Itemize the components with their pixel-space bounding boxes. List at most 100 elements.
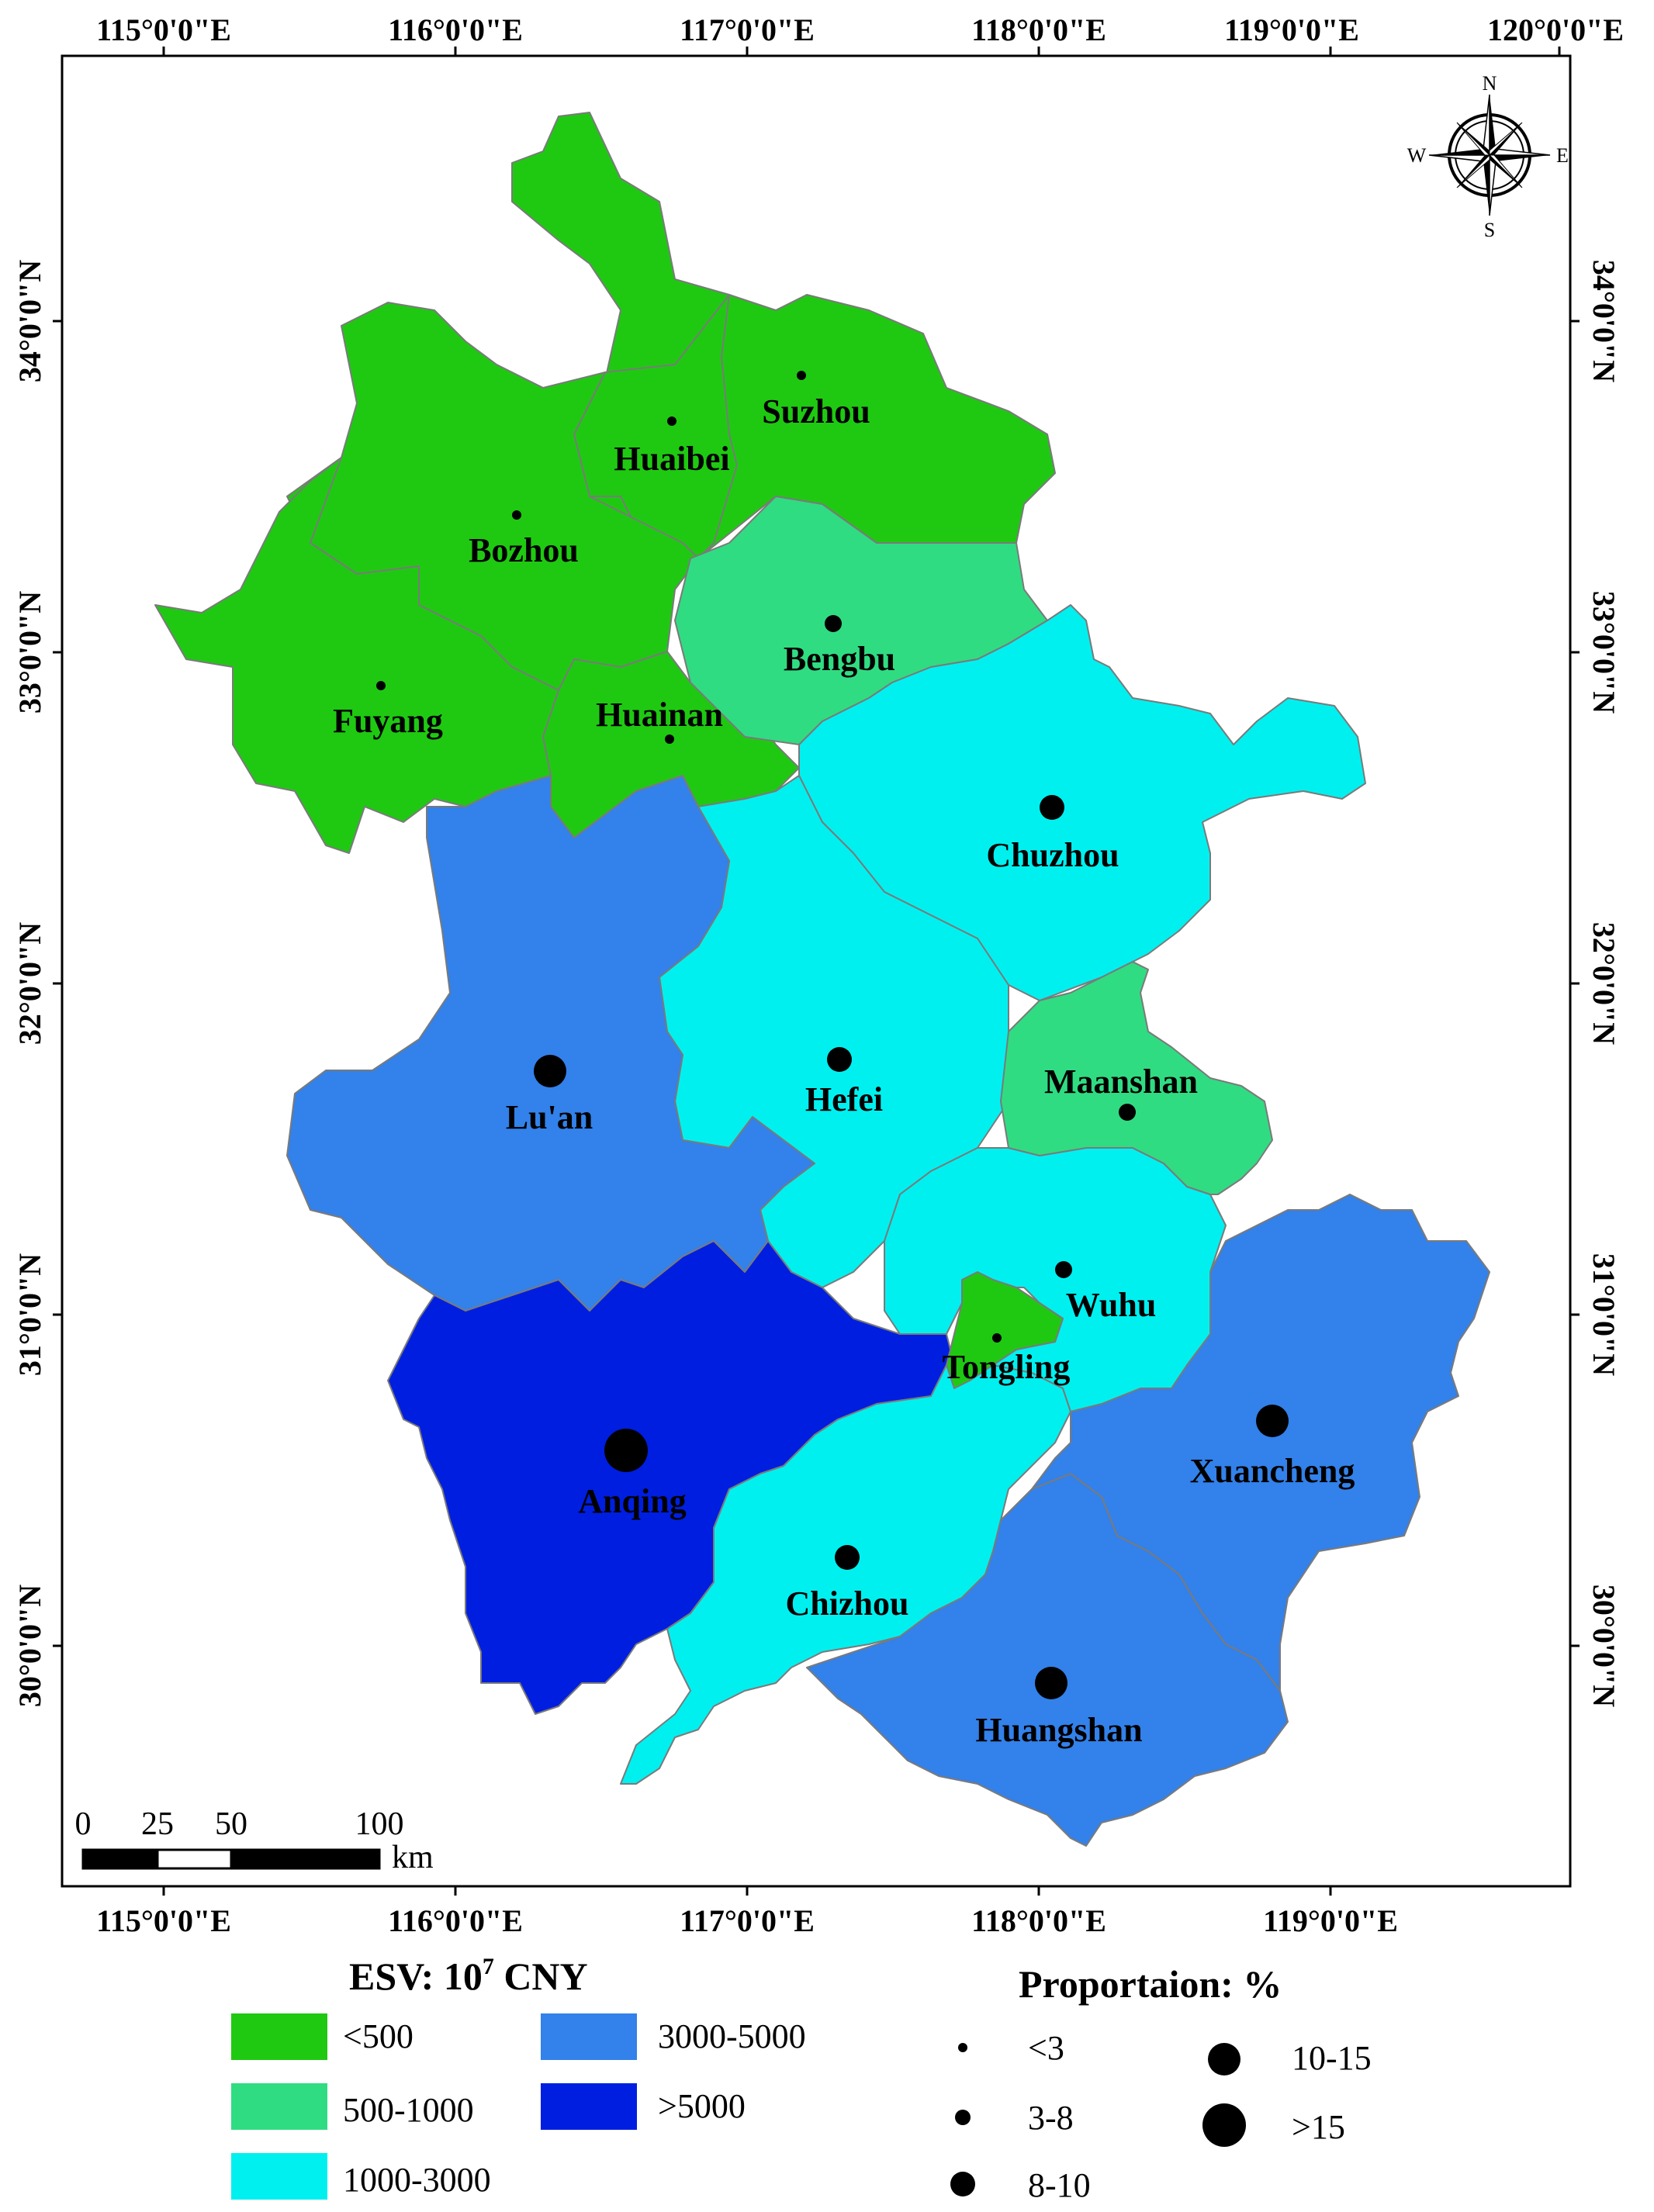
dot-tongling <box>992 1333 1002 1343</box>
lon-label-117-bottom: 117°0'0"E <box>680 1903 815 1938</box>
lon-label-116-top: 116°0'0"E <box>388 12 523 47</box>
legend-prop-lt3: <3 <box>1028 2029 1064 2067</box>
region-chizhou <box>620 1364 1071 1785</box>
label-wuhu: Wuhu <box>1066 1286 1157 1324</box>
scale-bar: 0 25 50 100 km <box>75 1806 434 1875</box>
lat-label-33-left: 33°0'0"N <box>12 591 47 714</box>
dot-xuancheng <box>1256 1405 1289 1437</box>
legend-dot-10-15 <box>1208 2043 1240 2075</box>
dot-chuzhou <box>1040 795 1064 820</box>
label-tongling: Tongling <box>943 1348 1071 1386</box>
dot-fuyang <box>376 681 386 690</box>
city-labels: Suzhou Huaibei Bozhou Fuyang Huainan Ben… <box>333 392 1355 1749</box>
scale-tick-25: 25 <box>141 1806 174 1842</box>
label-huaibei: Huaibei <box>614 440 729 478</box>
dot-luan <box>534 1055 566 1087</box>
dot-wuhu <box>1055 1261 1072 1278</box>
compass-w: W <box>1407 144 1427 167</box>
label-chizhou: Chizhou <box>786 1585 909 1623</box>
legend-esv-title: ESV: 107 CNY <box>349 1954 588 1998</box>
legend-label-3000-5000: 3000-5000 <box>658 2017 806 2055</box>
legend-dot-3-8 <box>955 2110 971 2125</box>
legend-swatch-lt500 <box>231 2013 327 2060</box>
label-xuancheng: Xuancheng <box>1190 1452 1355 1490</box>
lat-label-32-right: 32°0'0"N <box>1587 922 1621 1045</box>
label-fuyang: Fuyang <box>333 702 443 740</box>
legend-label-lt500: <500 <box>343 2017 414 2055</box>
lon-label-117-top: 117°0'0"E <box>680 12 815 47</box>
region-luan <box>286 775 815 1312</box>
scale-tick-50: 50 <box>215 1806 247 1842</box>
legend-dot-gt15 <box>1202 2103 1246 2147</box>
legend-proportion: Proportaion: % <3 3-8 8-10 10-15 >15 <box>950 1962 1372 2204</box>
bottom-ticks <box>162 1886 1332 1896</box>
city-markers <box>376 371 1289 1699</box>
regions <box>154 112 1490 1847</box>
lon-label-118-top: 118°0'0"E <box>971 12 1106 47</box>
lon-label-115-top: 115°0'0"E <box>96 12 231 47</box>
region-tongling <box>946 1271 1064 1389</box>
lon-label-115-bottom: 115°0'0"E <box>96 1903 231 1938</box>
bottom-graticule-labels: 115°0'0"E 116°0'0"E 117°0'0"E 118°0'0"E … <box>96 1903 1398 1938</box>
legend-label-500-1000: 500-1000 <box>343 2091 474 2129</box>
region-chuzhou <box>798 604 1366 1001</box>
legend-prop-3-8: 3-8 <box>1028 2099 1074 2137</box>
left-graticule-labels: 34°0'0"N 33°0'0"N 32°0'0"N 31°0'0"N 30°0… <box>12 260 47 1707</box>
dot-anqing <box>604 1429 648 1472</box>
dot-bengbu <box>825 615 842 632</box>
lon-label-118-bottom: 118°0'0"E <box>971 1903 1106 1938</box>
scale-unit: km <box>392 1840 434 1875</box>
legend-label-1000-3000: 1000-3000 <box>343 2161 491 2199</box>
lat-label-30-left: 30°0'0"N <box>12 1585 47 1707</box>
top-graticule-labels: 115°0'0"E 116°0'0"E 117°0'0"E 118°0'0"E … <box>96 12 1624 47</box>
legend-swatch-3000-5000 <box>541 2013 637 2060</box>
lat-label-34-left: 34°0'0"N <box>12 260 47 382</box>
dot-huangshan <box>1035 1667 1067 1699</box>
label-hefei: Hefei <box>805 1080 883 1118</box>
legend-prop-gt15: >15 <box>1292 2108 1345 2146</box>
lat-label-32-left: 32°0'0"N <box>12 922 47 1045</box>
lon-label-116-bottom: 116°0'0"E <box>388 1903 523 1938</box>
lon-label-119-top: 119°0'0"E <box>1224 12 1359 47</box>
dot-bozhou <box>512 510 521 520</box>
legend-prop-10-15: 10-15 <box>1292 2039 1372 2077</box>
legend-prop-8-10: 8-10 <box>1028 2166 1091 2204</box>
region-xuancheng <box>1031 1194 1490 1692</box>
right-graticule-labels: 34°0'0"N 33°0'0"N 32°0'0"N 31°0'0"N 30°0… <box>1587 260 1621 1707</box>
north-arrow-icon: N S E W <box>1407 72 1569 241</box>
legend-swatch-gt5000 <box>541 2083 637 2130</box>
dot-suzhou <box>797 371 806 380</box>
label-anqing: Anqing <box>578 1482 686 1520</box>
lat-label-34-right: 34°0'0"N <box>1587 260 1621 382</box>
lat-label-33-right: 33°0'0"N <box>1587 591 1621 714</box>
lon-label-119-bottom: 119°0'0"E <box>1263 1903 1398 1938</box>
legend-label-gt5000: >5000 <box>658 2087 746 2125</box>
label-maanshan: Maanshan <box>1044 1063 1198 1101</box>
compass-e: E <box>1556 144 1569 167</box>
legend-swatch-1000-3000 <box>231 2153 327 2200</box>
label-chuzhou: Chuzhou <box>986 836 1119 874</box>
legend-esv: ESV: 107 CNY <500 500-1000 1000-3000 300… <box>231 1954 806 2200</box>
legend-prop-title: Proportaion: % <box>1019 1962 1282 2006</box>
legend-swatch-500-1000 <box>231 2083 327 2130</box>
region-huaibei <box>573 294 738 559</box>
side-ticks <box>53 320 1580 1647</box>
lon-label-120-top: 120°0'0"E <box>1487 12 1624 47</box>
dot-huaibei <box>667 416 676 426</box>
region-maanshan <box>1000 961 1273 1195</box>
label-huangshan: Huangshan <box>975 1711 1142 1749</box>
lat-label-30-right: 30°0'0"N <box>1587 1585 1621 1707</box>
compass-n: N <box>1483 72 1497 95</box>
dot-maanshan <box>1119 1104 1136 1121</box>
dot-chizhou <box>835 1545 860 1570</box>
lat-label-31-right: 31°0'0"N <box>1587 1253 1621 1376</box>
label-huainan: Huainan <box>596 696 723 734</box>
scale-tick-0: 0 <box>75 1806 92 1842</box>
top-ticks <box>162 47 1561 56</box>
label-bengbu: Bengbu <box>784 640 895 678</box>
dot-hefei <box>827 1047 852 1072</box>
legend-dot-lt3 <box>958 2043 967 2052</box>
label-luan: Lu'an <box>506 1098 593 1136</box>
label-bozhou: Bozhou <box>469 531 579 569</box>
